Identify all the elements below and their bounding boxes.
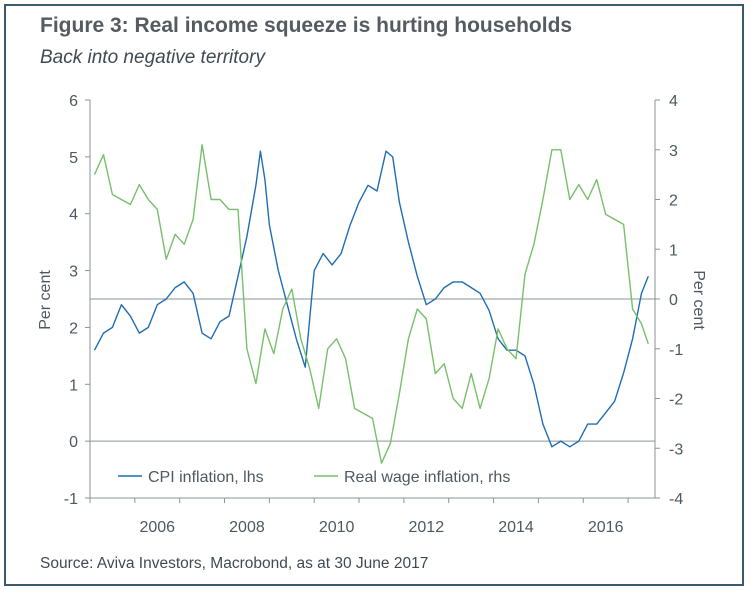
left-tick-label: 1 [69, 377, 78, 394]
right-tick-label: -1 [669, 342, 683, 359]
x-tick-label: 2012 [409, 519, 445, 536]
x-tick-label: 2006 [139, 519, 175, 536]
right-tick-label: -4 [669, 491, 683, 508]
left-tick-label: 5 [69, 150, 78, 167]
x-tick-label: 2016 [588, 519, 624, 536]
cpi-inflation-line [93, 150, 649, 448]
left-tick-label: 4 [69, 207, 78, 224]
right-axis-title: Per cent [690, 270, 707, 330]
legend-label: Real wage inflation, rhs [344, 469, 510, 486]
left-tick-label: 2 [69, 320, 78, 337]
x-tick-label: 2008 [229, 519, 265, 536]
right-tick-label: -2 [669, 392, 683, 409]
left-axis-title: Per cent [37, 270, 54, 330]
chart-subtitle: Back into negative territory [40, 47, 265, 68]
right-tick-label: 2 [669, 193, 678, 210]
right-tick-label: 0 [669, 292, 678, 309]
left-tick-label: 3 [69, 264, 78, 281]
figure-frame [4, 4, 744, 586]
x-tick-label: 2010 [319, 519, 355, 536]
left-tick-label: 0 [69, 434, 78, 451]
left-tick-label: -1 [64, 491, 78, 508]
left-tick-label: 6 [69, 93, 78, 110]
chart-legend: CPI inflation, lhs Real wage inflation, r… [118, 469, 510, 486]
right-tick-label: 4 [669, 93, 678, 110]
chart-title: Figure 3: Real income squeeze is hurting… [40, 14, 573, 37]
legend-label: CPI inflation, lhs [148, 469, 264, 486]
source-note: Source: Aviva Investors, Macrobond, as a… [40, 555, 429, 572]
x-tick-label: 2014 [498, 519, 534, 536]
right-tick-label: -3 [669, 441, 683, 458]
right-tick-label: 3 [669, 143, 678, 160]
right-tick-label: 1 [669, 242, 678, 259]
real-wage-inflation-line [93, 144, 649, 464]
chart-lines [93, 144, 649, 464]
